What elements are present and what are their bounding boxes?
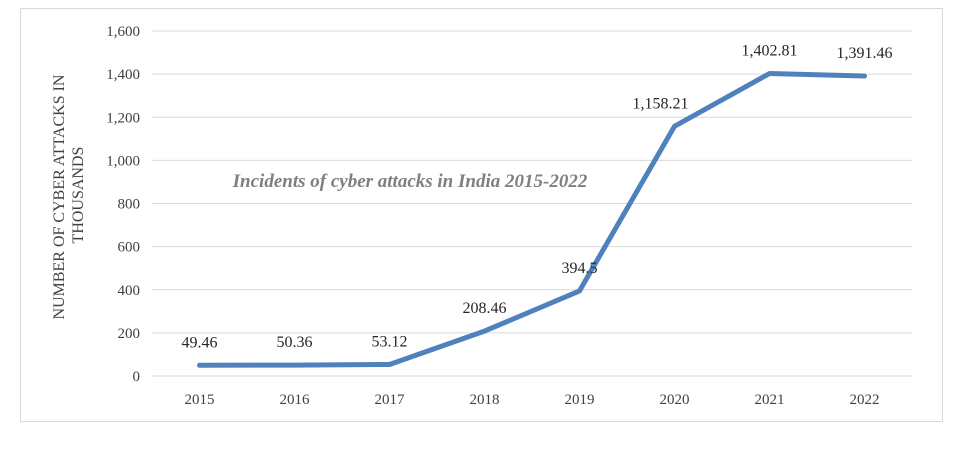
y-tick-label: 400	[118, 283, 141, 299]
data-label: 50.36	[277, 334, 313, 351]
x-axis-tick-labels: 2015 2016 2017 2018 2019 2020 2021 2022	[185, 392, 880, 408]
data-label: 394.5	[562, 260, 598, 277]
series-cyber-attacks	[197, 71, 867, 368]
y-tick-label: 1,000	[106, 153, 140, 169]
y-tick-label: 1,200	[106, 110, 140, 126]
x-tick-label: 2018	[470, 392, 500, 408]
x-tick-label: 2022	[850, 392, 880, 408]
y-tick-label: 600	[118, 240, 141, 256]
x-tick-label: 2017	[375, 392, 406, 408]
x-tick-label: 2015	[185, 392, 215, 408]
data-label: 208.46	[463, 300, 507, 317]
data-label: 49.46	[182, 334, 218, 351]
x-tick-label: 2020	[660, 392, 690, 408]
y-tick-label: 1,400	[106, 67, 140, 83]
data-label: 53.12	[372, 334, 408, 351]
y-tick-label: 1,600	[106, 24, 140, 40]
x-tick-label: 2019	[565, 392, 595, 408]
chart-frame	[20, 8, 943, 422]
chart-title: Incidents of cyber attacks in India 2015…	[232, 171, 588, 192]
data-label: 1,158.21	[633, 95, 689, 112]
x-tick-label: 2016	[280, 392, 311, 408]
x-tick-label: 2021	[755, 392, 785, 408]
y-axis-title-line-2: THOUSANDS	[70, 147, 87, 244]
gridlines	[152, 30, 912, 377]
y-tick-label: 0	[133, 369, 141, 385]
y-axis-tick-labels: 0 200 400 600 800 1,000 1,200 1,400 1,600	[106, 24, 140, 385]
y-tick-label: 800	[118, 197, 141, 213]
series-line	[197, 71, 867, 368]
y-axis-title-line-1: NUMBER OF CYBER ATTACKS IN	[51, 74, 68, 319]
data-label: 1,391.46	[837, 45, 893, 62]
y-tick-label: 200	[118, 326, 141, 342]
data-labels: 49.46 50.36 53.12 208.46 394.5 1,158.21 1,402.…	[182, 43, 893, 352]
y-axis-title: NUMBER OF CYBER ATTACKS IN THOUSANDS	[51, 71, 87, 320]
data-label: 1,402.81	[742, 43, 798, 60]
